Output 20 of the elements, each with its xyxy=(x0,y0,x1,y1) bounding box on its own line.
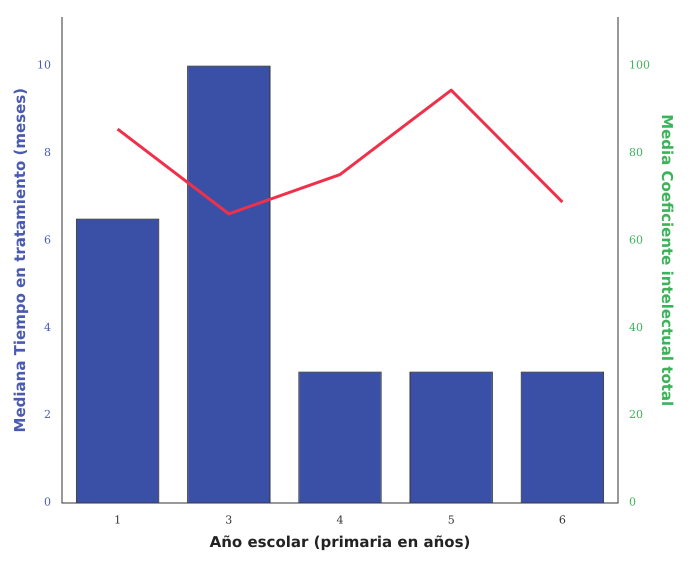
y2-axis-title: Media Coeficiente intelectual total xyxy=(658,114,676,406)
y2-tick-label: 60 xyxy=(629,233,644,246)
y2-tick-label: 20 xyxy=(629,408,644,422)
y2-tick-label: 100 xyxy=(629,58,650,72)
x-tick-label: 4 xyxy=(336,513,344,526)
y-tick-label: 8 xyxy=(44,146,51,159)
y-tick-label: 10 xyxy=(36,58,51,72)
x-tick-label: 5 xyxy=(448,513,455,526)
x-tick-label: 1 xyxy=(114,513,122,526)
y-tick-label: 0 xyxy=(44,496,51,509)
y-tick-label: 6 xyxy=(44,233,51,246)
y-tick-label: 2 xyxy=(44,408,51,422)
y-axis-title: Mediana Tiempo en tratamiento (meses) xyxy=(10,88,29,432)
y2-tick-label: 40 xyxy=(629,320,644,334)
y2-tick-label: 0 xyxy=(629,496,636,509)
x-axis-title: Año escolar (primaria en años) xyxy=(210,532,470,551)
y-tick-label: 4 xyxy=(44,320,51,334)
y2-tick-label: 80 xyxy=(629,146,644,159)
x-tick-label: 6 xyxy=(558,513,566,526)
x-tick-label: 3 xyxy=(225,513,232,526)
